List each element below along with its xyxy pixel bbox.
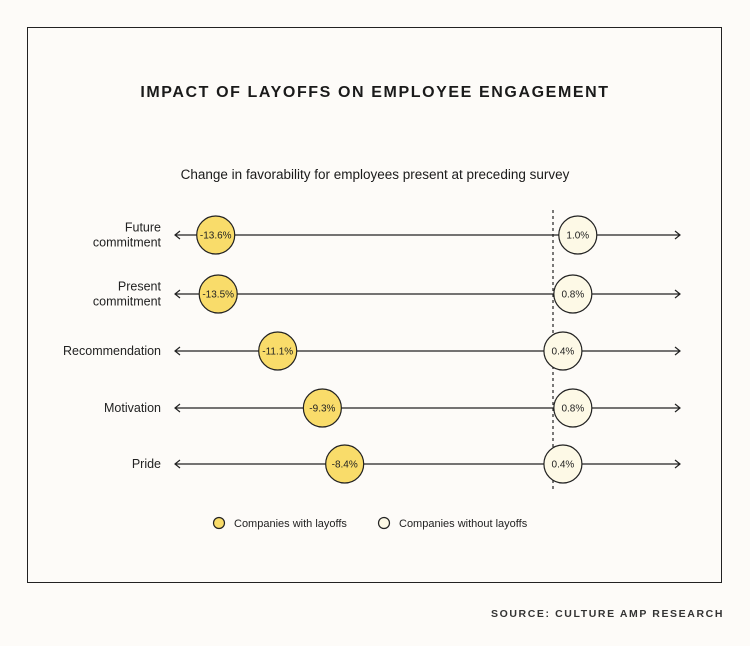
data-label: 0.4%	[552, 347, 575, 358]
right-arrow-icon	[674, 403, 681, 413]
with-layoffs-dot	[258, 331, 298, 371]
with-layoffs-dot	[302, 388, 342, 428]
data-label: 0.4%	[552, 460, 575, 471]
without-layoffs-dot	[558, 215, 598, 255]
chart-title: IMPACT OF LAYOFFS ON EMPLOYEE ENGAGEMENT	[140, 84, 610, 101]
left-arrow-icon	[174, 289, 181, 299]
right-arrow-icon	[674, 346, 681, 356]
category-label: Motivation	[104, 401, 161, 415]
left-arrow-icon	[174, 230, 181, 240]
data-label: -9.3%	[309, 404, 335, 415]
with-layoffs-dot	[196, 215, 236, 255]
without-layoffs-dot	[553, 274, 593, 314]
source-note: SOURCE: CULTURE AMP RESEARCH	[490, 608, 724, 620]
data-label: 0.8%	[561, 290, 584, 301]
right-arrow-icon	[674, 289, 681, 299]
data-label: 1.0%	[566, 231, 589, 242]
legend-marker	[377, 516, 391, 530]
right-arrow-icon	[674, 459, 681, 469]
left-arrow-icon	[174, 459, 181, 469]
category-label: Future commitment	[93, 221, 162, 250]
chart-subtitle: Change in favorability for employees pre…	[180, 167, 570, 182]
with-layoffs-dot	[198, 274, 238, 314]
legend-label: Companies with layoffs	[234, 518, 347, 530]
with-layoffs-dot	[325, 444, 365, 484]
category-label: Recommendation	[63, 344, 161, 358]
data-label: -13.5%	[202, 290, 234, 301]
category-label: Present commitment	[93, 280, 162, 309]
right-arrow-icon	[674, 230, 681, 240]
legend-label: Companies without layoffs	[399, 518, 528, 530]
without-layoffs-dot	[543, 331, 583, 371]
chart-frame	[27, 27, 722, 583]
data-label: -13.6%	[200, 231, 232, 242]
without-layoffs-dot	[553, 388, 593, 428]
data-label: -11.1%	[262, 347, 293, 358]
legend-marker	[212, 516, 226, 530]
left-arrow-icon	[174, 403, 181, 413]
data-label: 0.8%	[561, 404, 584, 415]
without-layoffs-dot	[543, 444, 583, 484]
left-arrow-icon	[174, 346, 181, 356]
data-label: -8.4%	[332, 460, 358, 471]
category-label: Pride	[132, 457, 161, 471]
